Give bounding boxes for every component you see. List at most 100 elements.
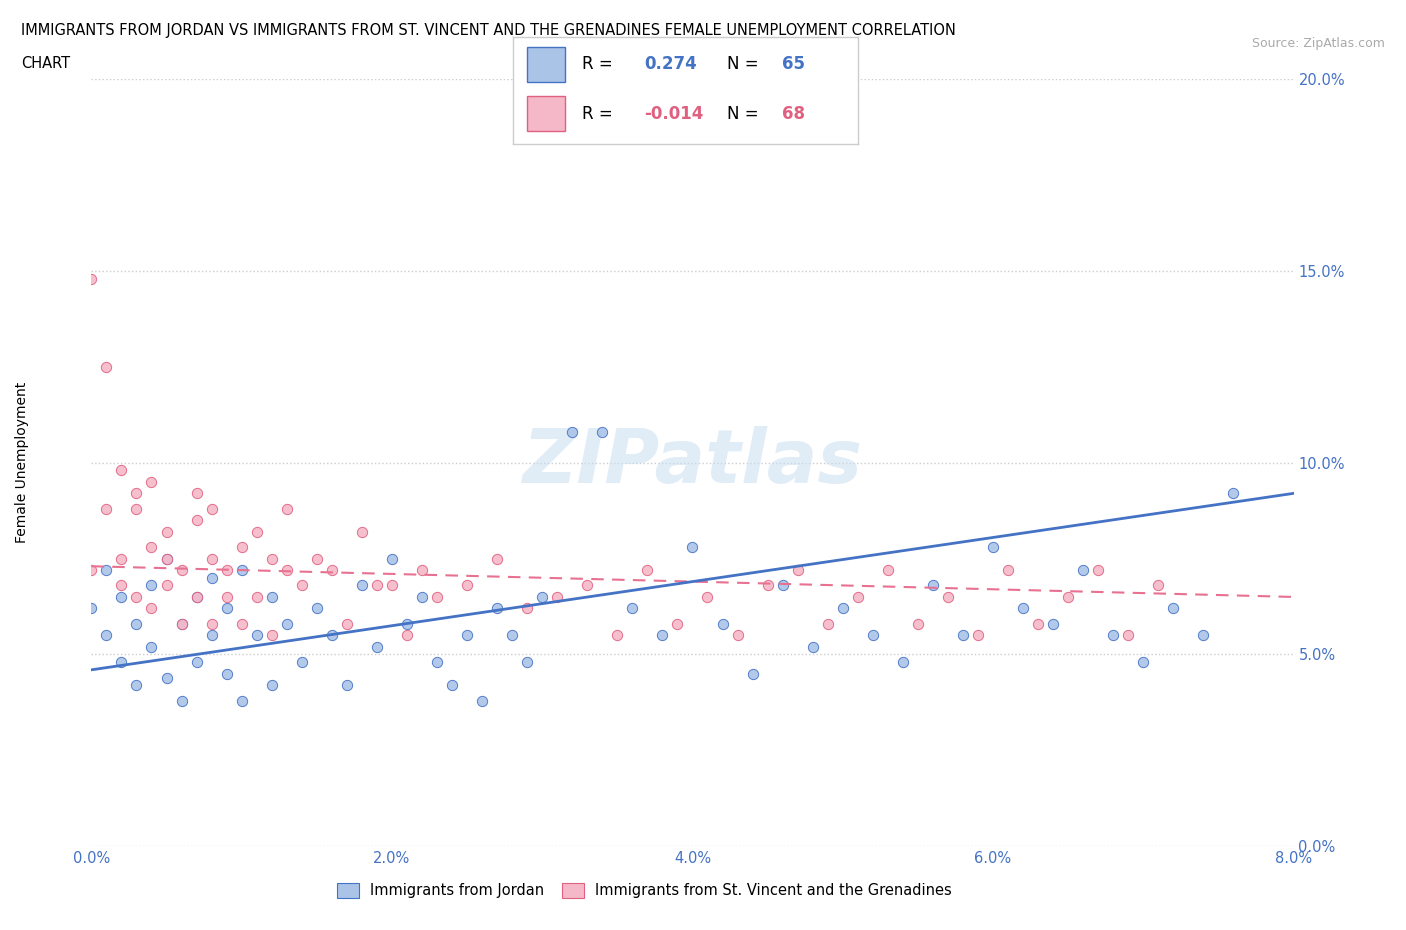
- Point: [170, 617, 193, 631]
- Point: [1192, 628, 1215, 643]
- Point: [366, 640, 388, 655]
- Point: [96, 563, 118, 578]
- Point: [936, 590, 959, 604]
- Point: [201, 628, 224, 643]
- Point: [531, 590, 554, 604]
- Point: [305, 551, 328, 566]
- Point: [96, 359, 118, 374]
- Point: [636, 563, 658, 578]
- Point: [96, 628, 118, 643]
- Text: 65: 65: [782, 56, 804, 73]
- Point: [471, 693, 494, 708]
- Point: [246, 590, 269, 604]
- Point: [891, 655, 914, 670]
- Point: [155, 551, 177, 566]
- Point: [395, 628, 418, 643]
- Text: -0.014: -0.014: [644, 105, 703, 123]
- Point: [696, 590, 718, 604]
- Point: [350, 578, 373, 593]
- Point: [666, 617, 689, 631]
- Point: [952, 628, 974, 643]
- Point: [155, 578, 177, 593]
- Point: [215, 563, 238, 578]
- Point: [186, 655, 208, 670]
- Point: [456, 578, 478, 593]
- Point: [621, 601, 644, 616]
- Point: [576, 578, 599, 593]
- Point: [831, 601, 853, 616]
- Point: [276, 501, 298, 516]
- Point: [291, 655, 314, 670]
- Text: N =: N =: [727, 56, 758, 73]
- Point: [336, 678, 359, 693]
- Point: [651, 628, 673, 643]
- Point: [231, 693, 253, 708]
- Point: [215, 601, 238, 616]
- Text: CHART: CHART: [21, 56, 70, 71]
- Bar: [527, 46, 565, 82]
- Point: [260, 551, 283, 566]
- Point: [186, 590, 208, 604]
- Point: [1071, 563, 1094, 578]
- Point: [141, 601, 163, 616]
- Point: [260, 678, 283, 693]
- Text: N =: N =: [727, 105, 758, 123]
- Point: [381, 551, 404, 566]
- Point: [817, 617, 839, 631]
- Point: [727, 628, 749, 643]
- Point: [80, 272, 103, 286]
- Point: [201, 570, 224, 585]
- Point: [125, 590, 148, 604]
- Point: [110, 578, 132, 593]
- Point: [1057, 590, 1080, 604]
- Point: [426, 590, 449, 604]
- Point: [1132, 655, 1154, 670]
- Point: [305, 601, 328, 616]
- Point: [260, 590, 283, 604]
- Point: [1012, 601, 1035, 616]
- Point: [381, 578, 404, 593]
- Point: [155, 551, 177, 566]
- Point: [246, 628, 269, 643]
- Point: [186, 512, 208, 527]
- Point: [125, 678, 148, 693]
- Text: ZIPatlas: ZIPatlas: [523, 426, 862, 499]
- Point: [336, 617, 359, 631]
- Point: [231, 539, 253, 554]
- Point: [772, 578, 794, 593]
- Point: [110, 590, 132, 604]
- Point: [606, 628, 628, 643]
- Point: [110, 463, 132, 478]
- Point: [801, 640, 824, 655]
- Point: [922, 578, 945, 593]
- Point: [486, 601, 509, 616]
- Text: 68: 68: [782, 105, 804, 123]
- Point: [141, 474, 163, 489]
- Point: [546, 590, 568, 604]
- Point: [141, 539, 163, 554]
- Point: [967, 628, 990, 643]
- Point: [516, 655, 538, 670]
- Point: [1147, 578, 1170, 593]
- Point: [756, 578, 779, 593]
- Point: [486, 551, 509, 566]
- Point: [155, 525, 177, 539]
- Point: [350, 525, 373, 539]
- Point: [215, 666, 238, 681]
- Point: [141, 640, 163, 655]
- Point: [110, 655, 132, 670]
- Point: [1102, 628, 1125, 643]
- Point: [1026, 617, 1049, 631]
- Point: [786, 563, 808, 578]
- Point: [1087, 563, 1109, 578]
- Point: [741, 666, 763, 681]
- Point: [395, 617, 418, 631]
- Point: [125, 617, 148, 631]
- Point: [907, 617, 929, 631]
- Point: [260, 628, 283, 643]
- Point: [186, 590, 208, 604]
- Point: [846, 590, 869, 604]
- Point: [276, 617, 298, 631]
- Point: [125, 501, 148, 516]
- Point: [981, 539, 1004, 554]
